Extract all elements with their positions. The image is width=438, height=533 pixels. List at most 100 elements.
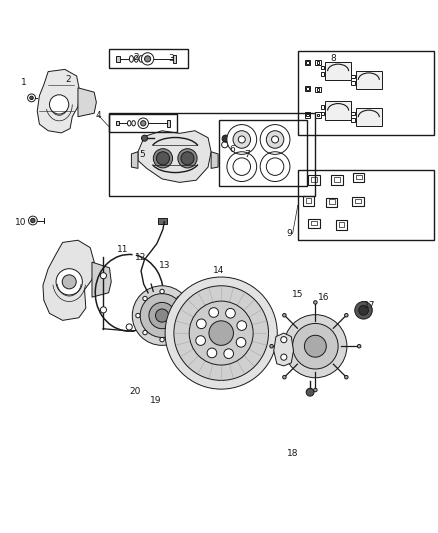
Circle shape (345, 375, 348, 379)
Text: 10: 10 (15, 218, 27, 227)
Bar (219, 120, 307, 187)
Circle shape (196, 336, 205, 345)
Bar (305, 86, 310, 91)
Text: 16: 16 (318, 293, 330, 302)
Bar (116, 121, 119, 125)
Circle shape (160, 337, 164, 342)
Circle shape (30, 96, 33, 100)
Circle shape (209, 308, 219, 317)
Bar (326, 198, 337, 207)
Circle shape (174, 286, 268, 381)
Circle shape (132, 286, 192, 345)
Bar (353, 173, 364, 182)
Text: 19: 19 (150, 395, 161, 405)
Bar (331, 175, 343, 184)
Circle shape (141, 135, 148, 141)
Text: 20: 20 (129, 387, 141, 396)
Bar (298, 170, 434, 240)
Bar (336, 220, 347, 230)
Circle shape (209, 321, 233, 345)
Polygon shape (131, 152, 138, 168)
Bar (173, 54, 176, 63)
Circle shape (56, 269, 82, 295)
Ellipse shape (132, 120, 135, 126)
Polygon shape (211, 152, 218, 168)
Circle shape (260, 125, 290, 155)
Circle shape (359, 305, 368, 315)
Circle shape (283, 375, 286, 379)
Circle shape (141, 120, 146, 126)
Text: 17: 17 (364, 302, 376, 310)
Circle shape (156, 152, 170, 165)
Bar (109, 113, 315, 197)
Polygon shape (138, 131, 211, 182)
Bar (351, 118, 355, 122)
Polygon shape (78, 88, 96, 117)
Circle shape (145, 56, 151, 62)
Circle shape (281, 336, 287, 343)
Circle shape (270, 344, 273, 348)
Bar (321, 66, 324, 69)
Circle shape (272, 136, 279, 143)
Text: 7: 7 (244, 150, 251, 159)
Circle shape (28, 94, 35, 102)
Circle shape (100, 307, 106, 313)
Bar (321, 106, 324, 109)
Circle shape (141, 53, 154, 65)
Bar (305, 60, 310, 65)
Circle shape (126, 324, 132, 330)
Circle shape (226, 309, 235, 318)
Bar (303, 196, 314, 206)
Circle shape (181, 152, 194, 165)
Circle shape (224, 349, 233, 359)
Circle shape (177, 330, 181, 335)
Circle shape (160, 289, 164, 294)
Bar (308, 219, 320, 229)
Circle shape (284, 314, 347, 378)
Circle shape (207, 348, 217, 358)
Polygon shape (37, 69, 80, 133)
Text: 4: 4 (96, 111, 101, 120)
Circle shape (283, 313, 286, 317)
Circle shape (266, 131, 284, 148)
Circle shape (165, 277, 277, 389)
Circle shape (197, 319, 206, 329)
Bar (315, 112, 321, 118)
Circle shape (136, 313, 140, 318)
Circle shape (227, 125, 257, 155)
Text: 2: 2 (133, 53, 138, 62)
Polygon shape (274, 333, 293, 366)
Bar (306, 198, 311, 203)
Bar (329, 199, 335, 204)
Bar (317, 61, 319, 64)
Circle shape (189, 301, 253, 365)
Text: 18: 18 (287, 449, 298, 458)
Bar (158, 219, 167, 223)
Bar (317, 88, 319, 91)
Text: 2: 2 (65, 75, 71, 84)
Bar (325, 101, 351, 120)
Circle shape (100, 273, 106, 279)
Bar (306, 87, 309, 90)
Circle shape (153, 149, 173, 168)
Bar (351, 75, 355, 78)
Text: 8: 8 (330, 54, 336, 63)
Circle shape (140, 294, 184, 337)
Bar (321, 72, 324, 76)
Text: 3: 3 (168, 54, 174, 63)
Ellipse shape (127, 120, 131, 126)
Bar (311, 221, 317, 225)
Circle shape (304, 335, 326, 357)
Circle shape (49, 95, 69, 114)
Bar (315, 60, 321, 65)
Circle shape (293, 324, 338, 369)
Circle shape (357, 344, 361, 348)
Text: 11: 11 (117, 245, 128, 254)
Circle shape (184, 313, 188, 318)
Bar (334, 177, 340, 182)
Circle shape (314, 388, 317, 392)
Circle shape (143, 296, 147, 301)
Bar (305, 112, 310, 118)
Bar (109, 49, 188, 68)
Bar (306, 61, 309, 64)
